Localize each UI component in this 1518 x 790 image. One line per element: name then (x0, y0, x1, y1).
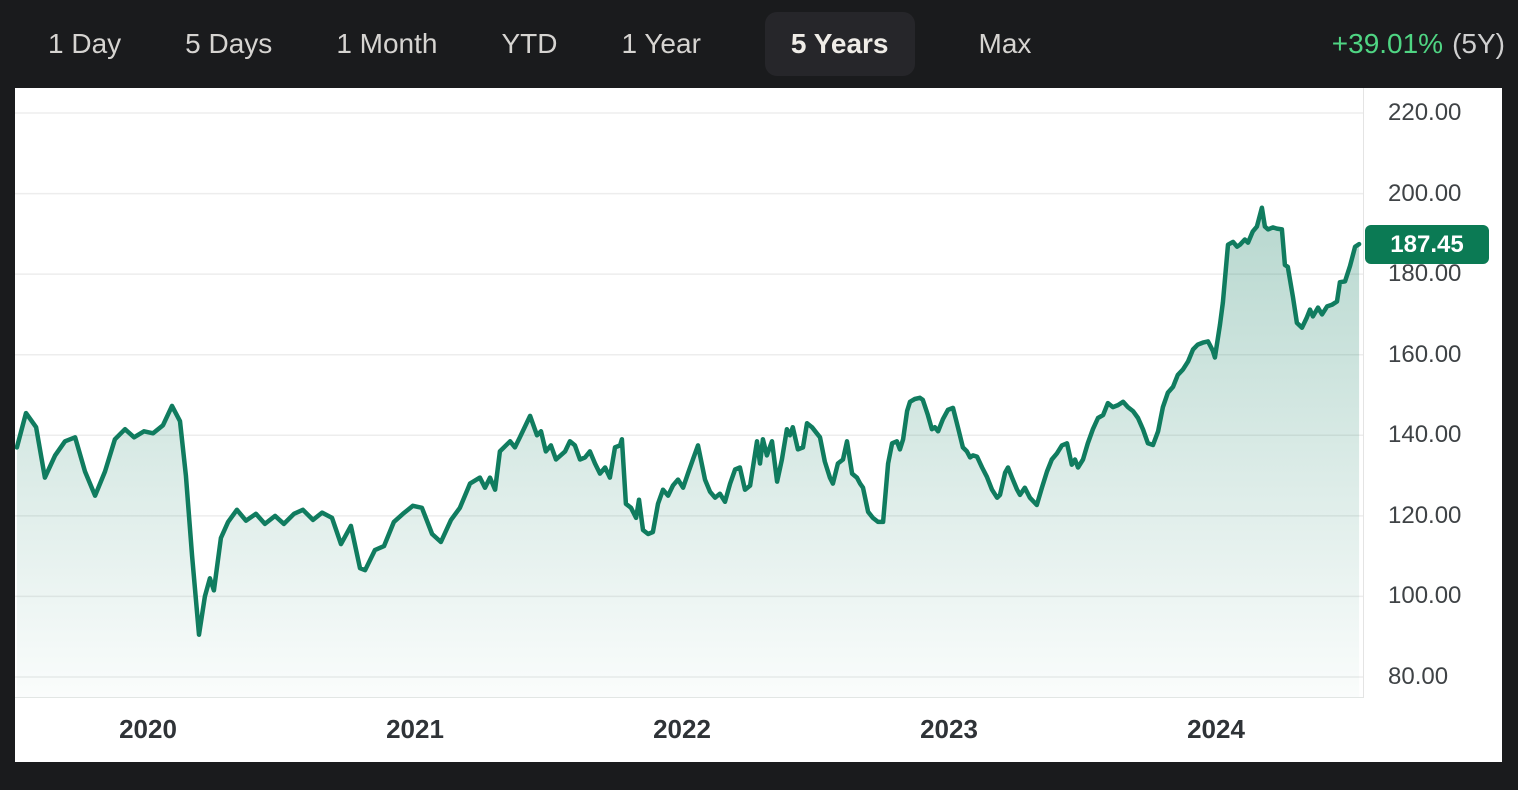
y-axis-label: 100.00 (1388, 582, 1462, 609)
change-period-label: (5Y) (1452, 28, 1505, 59)
change-percent: +39.01% (1331, 28, 1444, 59)
last-price-value: 187.45 (1390, 231, 1464, 258)
axis-separator (1363, 88, 1364, 698)
y-axis-label: 220.00 (1388, 99, 1462, 126)
tab-ytd[interactable]: YTD (501, 12, 557, 76)
tab-5-days[interactable]: 5 Days (185, 12, 272, 76)
y-axis-label: 140.00 (1388, 421, 1462, 448)
time-range-toolbar: 1 Day 5 Days 1 Month YTD 1 Year 5 Years … (0, 0, 1518, 88)
tab-1-day[interactable]: 1 Day (48, 12, 121, 76)
chart-panel: 220.00 200.00 180.00 160.00 140.00 120.00 100.… (15, 88, 1502, 762)
y-axis-label: 200.00 (1388, 180, 1462, 207)
tab-max[interactable]: Max (979, 12, 1032, 76)
last-price-badge: 187.45 (1365, 225, 1489, 264)
x-axis-label: 2022 (653, 714, 711, 744)
y-axis-label: 120.00 (1388, 502, 1462, 529)
price-area-fill (16, 207, 1360, 698)
x-axis-label: 2020 (119, 714, 177, 744)
price-area-chart[interactable] (15, 88, 1363, 698)
x-axis-label: 2024 (1187, 714, 1245, 744)
y-axis-label: 160.00 (1388, 341, 1462, 368)
tab-5-years[interactable]: 5 Years (764, 12, 915, 76)
tab-1-year[interactable]: 1 Year (621, 12, 700, 76)
y-axis-label: 80.00 (1388, 663, 1449, 690)
x-axis-label: 2023 (920, 714, 978, 744)
y-axis-label: 180.00 (1388, 260, 1462, 287)
price-line (15, 205, 1362, 637)
x-axis-label: 2021 (386, 714, 444, 744)
tab-1-month[interactable]: 1 Month (336, 12, 437, 76)
period-change: +39.01% (5Y) (1332, 0, 1505, 88)
time-range-tabs: 1 Day 5 Days 1 Month YTD 1 Year 5 Years … (0, 0, 1031, 88)
